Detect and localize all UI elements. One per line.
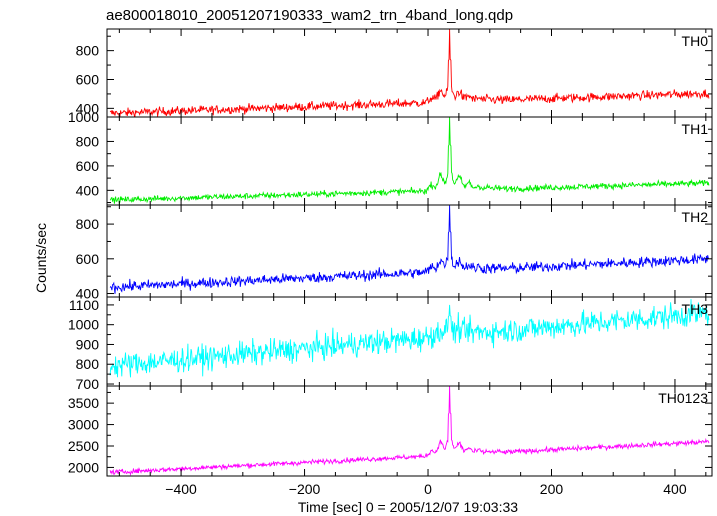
x-tick-label: 200: [540, 481, 564, 497]
x-tick-label: 0: [424, 481, 432, 497]
y-tick-label-th0123: 2500: [68, 438, 99, 454]
y-tick-label-th3: 1100: [69, 297, 99, 313]
series-line-th1: [109, 117, 710, 204]
panel-label-th1: TH1: [682, 121, 709, 137]
panel-label-th0123: TH0123: [658, 390, 708, 406]
panel-frame-th0123: [106, 385, 713, 477]
y-tick-label-th2: 600: [76, 251, 100, 267]
y-tick-label-th1: 600: [76, 158, 100, 174]
y-tick-label-th2: 800: [76, 216, 100, 232]
y-tick-label-th0123: 3500: [68, 395, 99, 411]
chart-title: ae800018010_20051207190333_wam2_trn_4ban…: [106, 7, 513, 24]
y-tick-label-th0123: 2000: [68, 459, 99, 475]
y-tick-label-th3: 800: [76, 356, 100, 372]
y-tick-label-th0: 400: [76, 100, 100, 116]
y-tick-label-th0: 600: [76, 71, 100, 87]
x-tick-label: 400: [663, 481, 687, 497]
y-tick-label-th3: 1000: [68, 317, 99, 333]
y-tick-label-th1: 800: [76, 133, 100, 149]
y-axis-label: Counts/sec: [33, 223, 49, 293]
series-line-th2: [109, 205, 710, 294]
y-tick-label-th2: 400: [76, 286, 100, 302]
series-line-th3: [109, 299, 710, 378]
x-tick-label: −200: [289, 481, 321, 497]
panels: 400 600 800 1000 TH0 400 600 800 TH1 400 600 800 TH2…: [68, 28, 713, 497]
x-tick-label: −400: [165, 481, 197, 497]
y-tick-label-th3: 900: [76, 336, 100, 352]
panel-label-th0: TH0: [682, 33, 709, 49]
y-tick-label-th0: 800: [76, 43, 100, 59]
panel-label-th2: TH2: [682, 209, 709, 225]
y-tick-label-th0123: 3000: [68, 417, 99, 433]
series-line-th0123: [109, 386, 710, 476]
x-axis-label: Time [sec] 0 = 2005/12/07 19:03:33: [298, 499, 518, 515]
y-tick-label-th1: 400: [76, 182, 100, 198]
y-tick-label-th0-extra: 1000: [68, 109, 99, 125]
panel-label-th3: TH3: [682, 301, 709, 317]
y-tick-label-th3: 700: [76, 376, 100, 392]
series-line-th0: [109, 29, 710, 117]
